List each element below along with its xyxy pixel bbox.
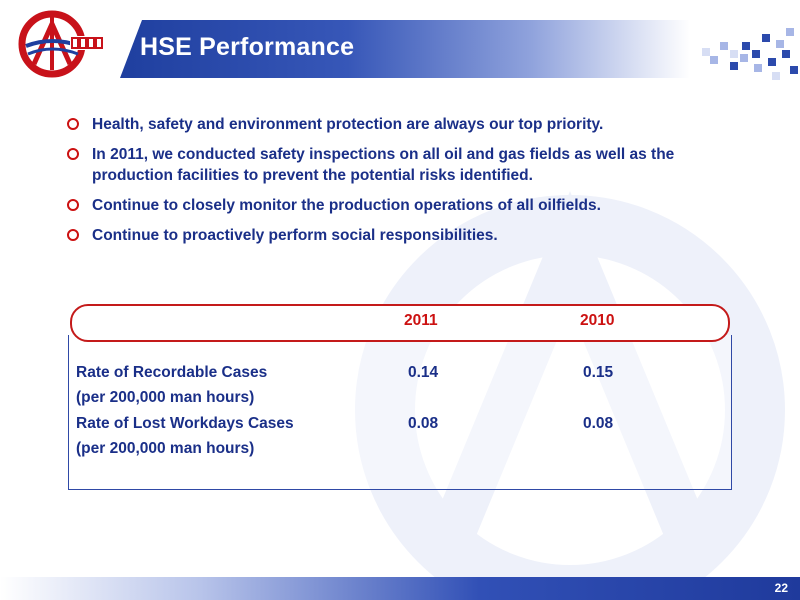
cell-lost-workdays-2011: 0.08	[408, 415, 439, 432]
bullet-item: Continue to closely monitor the producti…	[66, 195, 756, 216]
bullet-list: Health, safety and environment protectio…	[66, 114, 756, 255]
bullet-text: Continue to closely monitor the producti…	[92, 197, 601, 214]
bullet-circle-icon	[67, 118, 79, 130]
title-bar	[120, 20, 690, 78]
bullet-circle-icon	[67, 229, 79, 241]
cell-recordable-2011: 0.14	[408, 364, 439, 381]
page-title: HSE Performance	[140, 33, 355, 61]
table-header	[70, 304, 730, 342]
row-label-recordable: Rate of Recordable Cases	[76, 364, 268, 381]
bullet-item: Health, safety and environment protectio…	[66, 114, 756, 135]
row-sublabel-lost-workdays: (per 200,000 man hours)	[76, 440, 255, 457]
footer-bar: 22	[0, 577, 800, 600]
bullet-text: Continue to proactively perform social r…	[92, 227, 498, 244]
column-header-2011: 2011	[404, 312, 438, 329]
hse-table	[68, 335, 732, 490]
bullet-circle-icon	[67, 199, 79, 211]
bullet-item: In 2011, we conducted safety inspections…	[66, 144, 756, 186]
bullet-item: Continue to proactively perform social r…	[66, 225, 756, 246]
bullet-text: Health, safety and environment protectio…	[92, 116, 604, 133]
cell-lost-workdays-2010: 0.08	[583, 415, 614, 432]
cnooc-logo-icon	[18, 10, 104, 78]
page-number: 22	[774, 581, 788, 595]
bullet-text: In 2011, we conducted safety inspections…	[92, 146, 675, 184]
bullet-circle-icon	[67, 148, 79, 160]
row-label-lost-workdays: Rate of Lost Workdays Cases	[76, 415, 294, 432]
watermark-logo-icon	[355, 191, 785, 580]
pixel-pattern-icon	[702, 28, 798, 80]
column-header-2010: 2010	[580, 312, 615, 329]
row-sublabel-recordable: (per 200,000 man hours)	[76, 389, 255, 406]
cell-recordable-2010: 0.15	[583, 364, 614, 381]
